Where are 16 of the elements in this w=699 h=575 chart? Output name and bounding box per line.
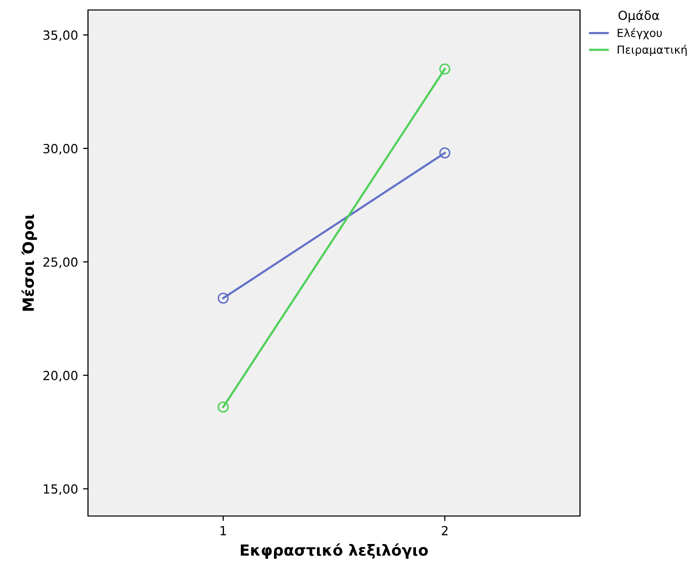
y-tick-label: 35,00 (43, 30, 78, 42)
point (439, 63, 450, 75)
x-axis-title: Εκφραστικό λεξιλόγιο (240, 543, 428, 559)
legend-title: Ομάδα (618, 10, 660, 22)
y-tick-label: 20,00 (43, 370, 78, 382)
y-axis-title: Μέσοι Όροι (22, 214, 37, 311)
y-tick-label: 25,00 (43, 257, 78, 268)
point (439, 147, 450, 159)
point (218, 292, 229, 304)
legend-label: Ελέγχου (618, 28, 662, 40)
point (218, 402, 229, 413)
y-tick-label: 15,00 (44, 484, 78, 495)
y-tick-label: 30,00 (43, 144, 78, 155)
x-tick-label: 1 (220, 526, 226, 536)
x-tick-label: 2 (442, 526, 448, 536)
legend-label: Πειραματική (618, 44, 687, 56)
